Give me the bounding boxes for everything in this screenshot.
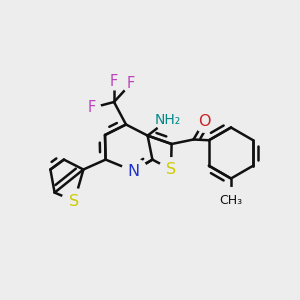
Text: O: O <box>198 114 210 129</box>
Text: CH₃: CH₃ <box>219 194 243 208</box>
Text: F: F <box>110 74 118 88</box>
Text: F: F <box>87 100 96 116</box>
Text: NH₂: NH₂ <box>155 113 181 127</box>
Text: S: S <box>166 162 176 177</box>
Text: N: N <box>128 164 140 178</box>
Text: F: F <box>126 76 135 92</box>
Text: S: S <box>69 194 80 208</box>
